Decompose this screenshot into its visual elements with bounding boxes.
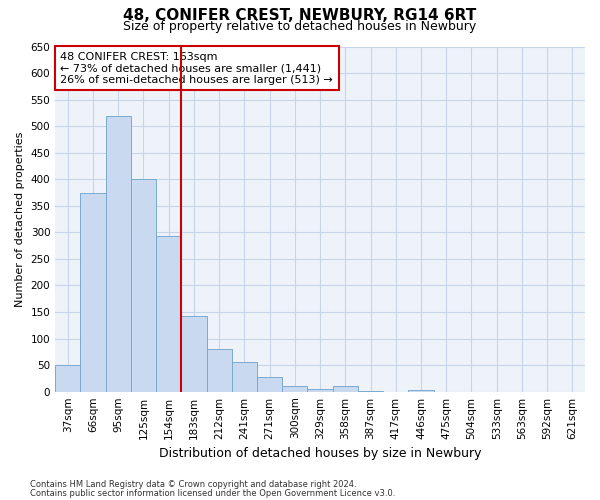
Text: Contains HM Land Registry data © Crown copyright and database right 2024.: Contains HM Land Registry data © Crown c… <box>30 480 356 489</box>
Bar <box>181 316 206 392</box>
Bar <box>257 377 282 392</box>
Bar <box>232 362 257 392</box>
Bar <box>282 386 307 392</box>
Bar <box>106 116 131 392</box>
Bar <box>131 180 156 392</box>
Text: 48, CONIFER CREST, NEWBURY, RG14 6RT: 48, CONIFER CREST, NEWBURY, RG14 6RT <box>124 8 476 22</box>
Bar <box>409 390 434 392</box>
Bar <box>156 236 181 392</box>
Text: Size of property relative to detached houses in Newbury: Size of property relative to detached ho… <box>124 20 476 33</box>
Bar <box>358 390 383 392</box>
Text: 48 CONIFER CREST: 163sqm
← 73% of detached houses are smaller (1,441)
26% of sem: 48 CONIFER CREST: 163sqm ← 73% of detach… <box>61 52 333 85</box>
Bar <box>80 192 106 392</box>
Y-axis label: Number of detached properties: Number of detached properties <box>15 132 25 307</box>
Bar <box>307 389 332 392</box>
Bar <box>206 349 232 392</box>
Bar <box>55 365 80 392</box>
X-axis label: Distribution of detached houses by size in Newbury: Distribution of detached houses by size … <box>159 447 481 460</box>
Text: Contains public sector information licensed under the Open Government Licence v3: Contains public sector information licen… <box>30 488 395 498</box>
Bar <box>332 386 358 392</box>
